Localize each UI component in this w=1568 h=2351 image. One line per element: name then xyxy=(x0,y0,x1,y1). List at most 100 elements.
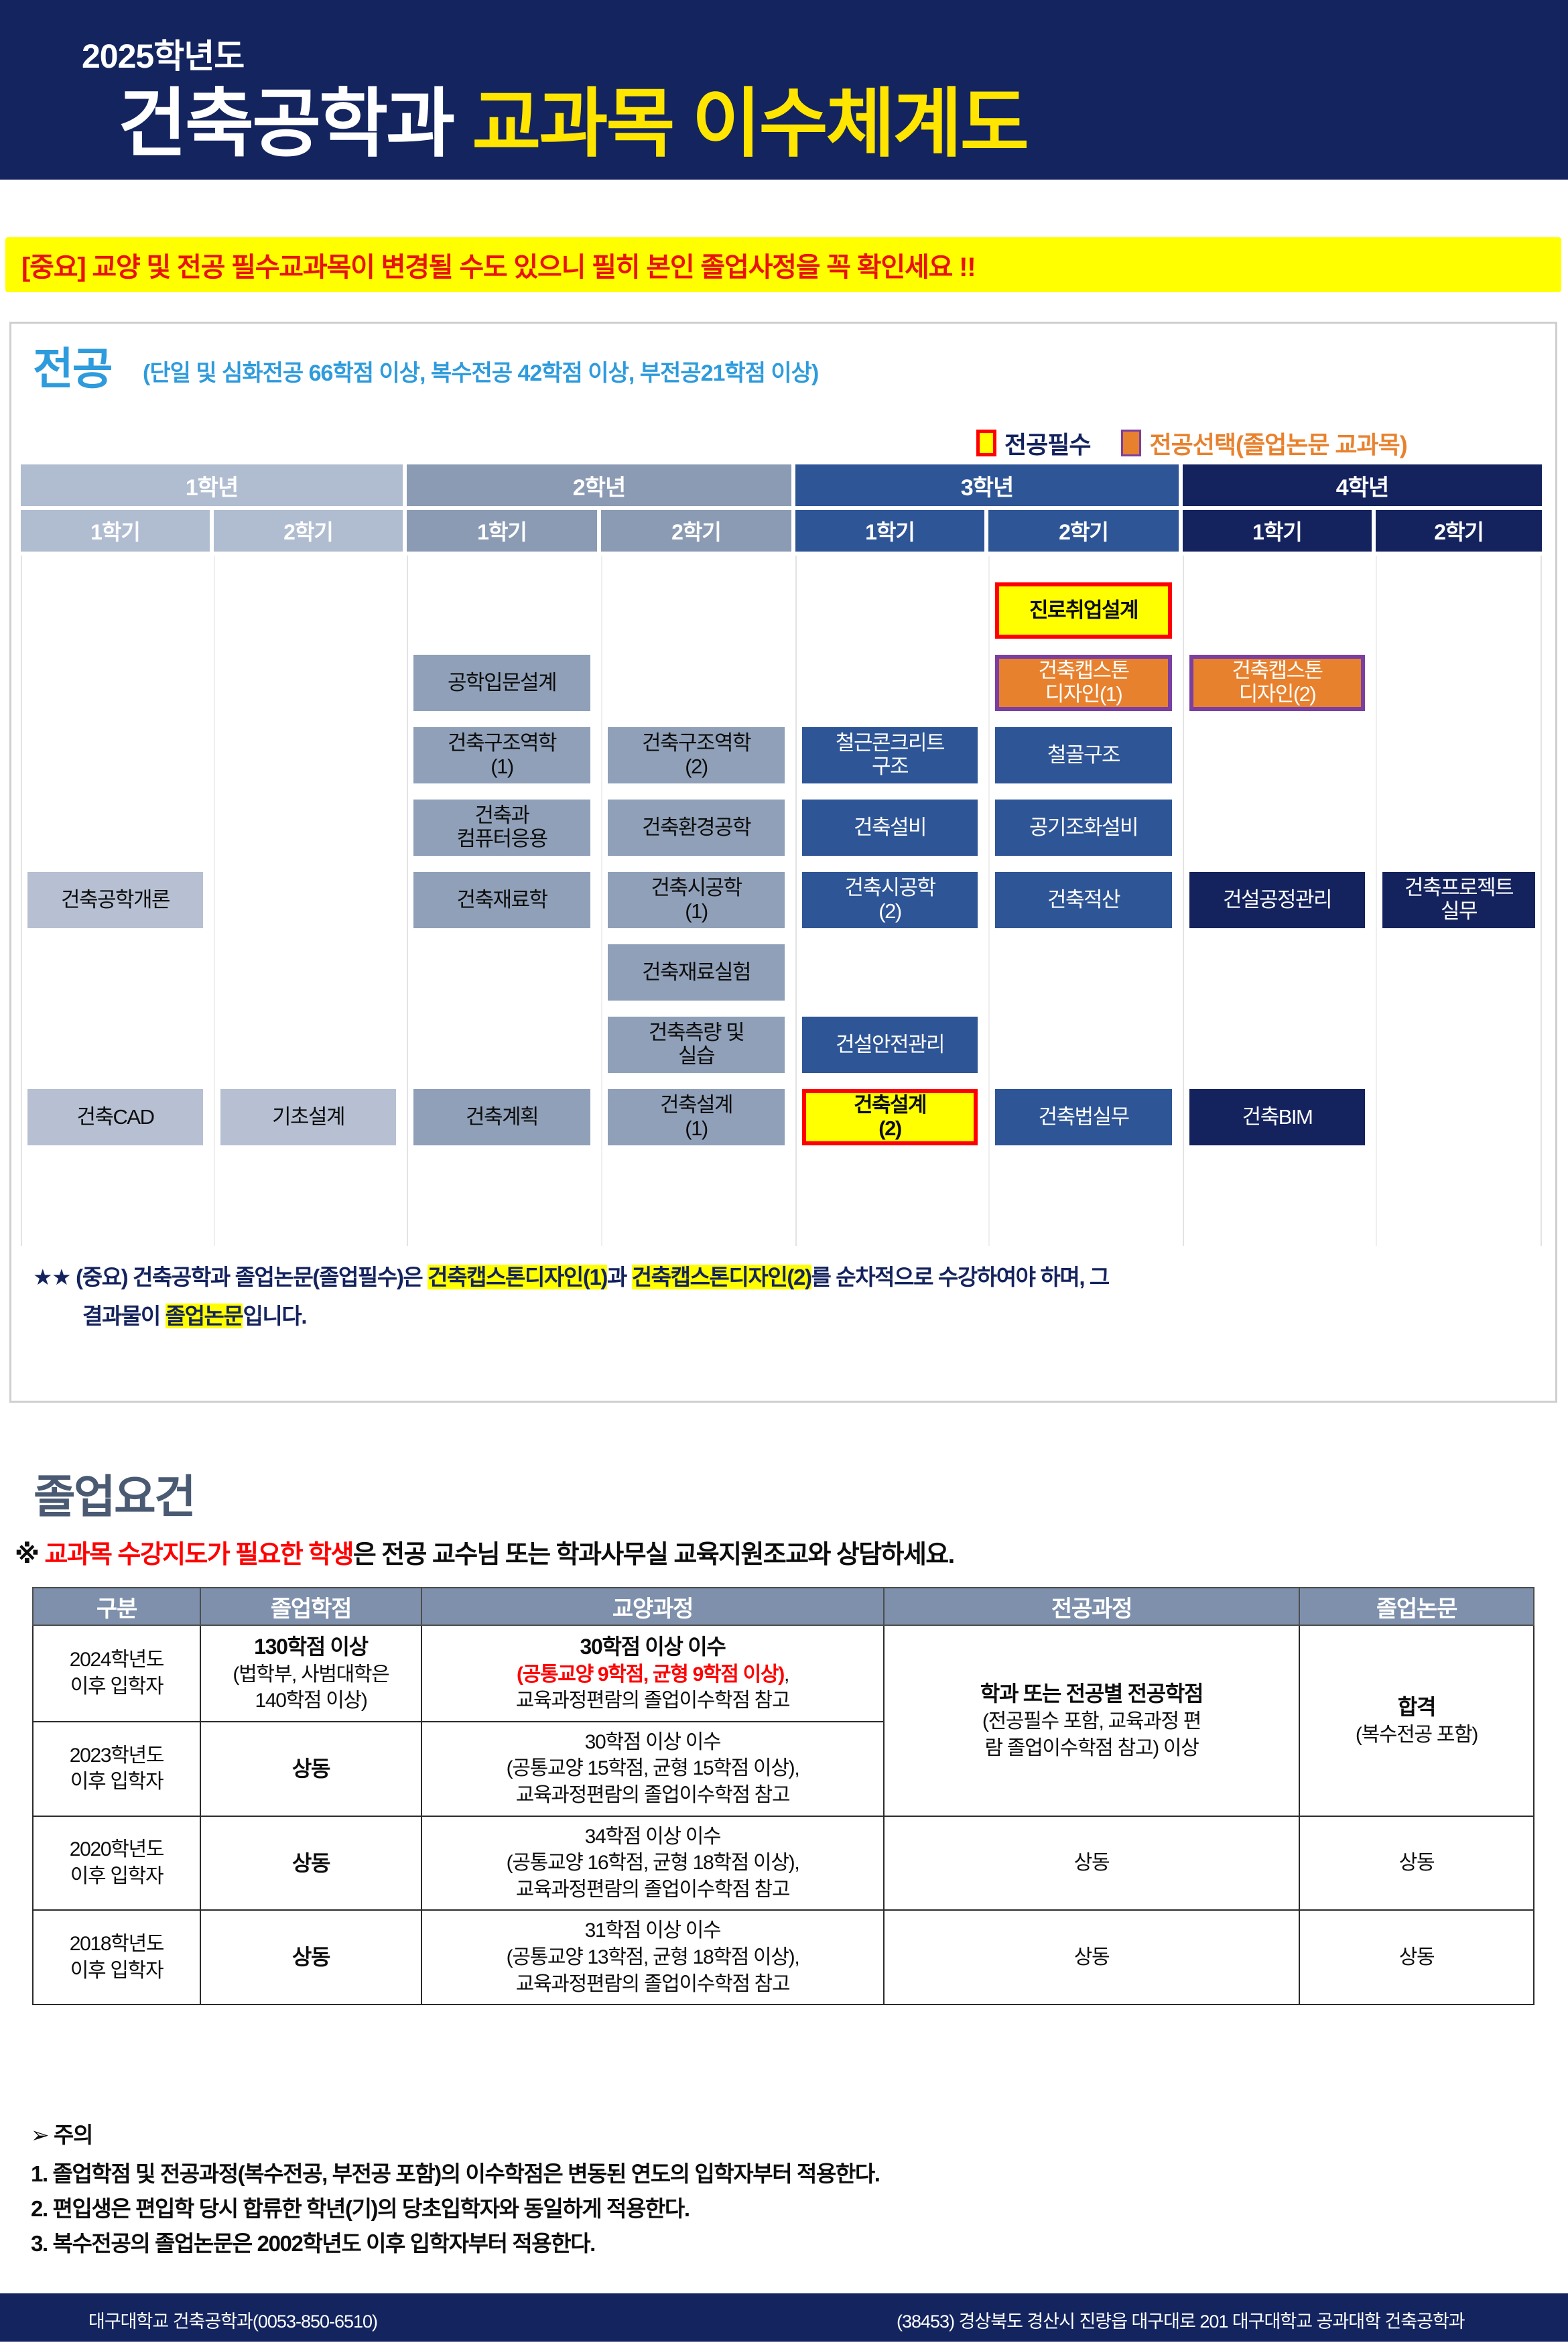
course-box[interactable]: 건설공정관리 xyxy=(1189,872,1365,928)
semester-header-1[interactable]: 1학기 xyxy=(21,510,210,552)
course-box[interactable]: 건축구조역학 (1) xyxy=(413,727,590,783)
course-box[interactable]: 건축캡스톤 디자인(2) xyxy=(1189,655,1365,711)
legend-required-label: 전공필수 xyxy=(1004,431,1091,458)
advisory-rest-text: 은 전공 교수님 또는 학과사무실 교육지원조교와 상담하세요. xyxy=(352,1541,955,1569)
graduation-section-heading: 졸업요건 xyxy=(34,1472,196,1523)
course-box[interactable]: 공기조화설비 xyxy=(995,800,1172,856)
academic-year-label: 2025학년도 xyxy=(82,38,245,75)
semester-header-8[interactable]: 2학기 xyxy=(1376,510,1542,552)
legend-item-elective: 전공선택(졸업논문 교과목) xyxy=(1121,426,1408,460)
liberal-red-detail: (공통교양 9학점, 균형 9학점 이상) xyxy=(517,1663,785,1686)
grid-subdivider-0 xyxy=(214,556,215,1246)
note-part-3: 를 순차적으로 수강하여야 하며, 그 xyxy=(811,1265,1110,1289)
grid-divider-2 xyxy=(795,556,797,1246)
cell-total-credits: 상동 xyxy=(200,1815,422,1911)
table-column-header-2: 졸업학점 xyxy=(200,1587,422,1626)
year-header-1: 1학년 xyxy=(21,464,403,506)
course-box[interactable]: 건축공학개론 xyxy=(27,872,203,928)
advisory-prefix: ※ xyxy=(15,1541,45,1569)
table-row: 2024학년도 이후 입학자 130학점 이상 (법학부, 사범대학은 140학점 이상… xyxy=(32,1625,1534,1817)
year-header-2: 2학년 xyxy=(407,464,791,506)
cell-thesis: 상동 xyxy=(1299,1815,1534,1911)
course-box[interactable]: 건축설비 xyxy=(802,800,978,856)
cell-major-course: 상동 xyxy=(883,1909,1300,2006)
note-part-2: 과 xyxy=(606,1265,632,1289)
footer-address: (38453) 경상북도 경산시 진량읍 대구대로 201 대구대학교 공과대학… xyxy=(897,2311,1465,2332)
cell-category: 2020학년도 이후 입학자 xyxy=(32,1815,201,1911)
cell-liberal-arts: 30학점 이상 이수 (공통교양 9학점, 균형 9학점 이상), 교육과정편람의 … xyxy=(421,1625,885,1722)
table-body: 2024학년도 이후 입학자 130학점 이상 (법학부, 사범대학은 140학점 이상… xyxy=(32,1625,1534,2006)
course-box[interactable]: 건축시공학 (1) xyxy=(608,872,785,928)
course-box[interactable]: 건축시공학 (2) xyxy=(802,872,978,928)
caution-item-2: 2. 편입생은 편입학 당시 합류한 학년(기)의 당초입학자와 동일하게 적용… xyxy=(31,2196,690,2222)
note-line-2: 결과물이 졸업논문입니다. xyxy=(82,1297,1527,1336)
grid-divider-4 xyxy=(1541,556,1542,1246)
course-box[interactable]: 진로취업설계 xyxy=(995,582,1172,639)
course-box[interactable]: 건축환경공학 xyxy=(608,800,785,856)
semester-header-3[interactable]: 1학기 xyxy=(407,510,597,552)
cell-liberal-arts: 30학점 이상 이수 (공통교양 15학점, 균형 15학점 이상), 교육과정편람… xyxy=(421,1720,885,1817)
course-box[interactable]: 건축적산 xyxy=(995,872,1172,928)
table-column-header-4: 전공과정 xyxy=(883,1587,1300,1626)
year-header-3: 3학년 xyxy=(795,464,1179,506)
course-box[interactable]: 철근콘크리트 구조 xyxy=(802,727,978,783)
course-box[interactable]: 건축재료실험 xyxy=(608,944,785,1001)
course-box[interactable]: 건축BIM xyxy=(1189,1089,1365,1145)
caution-notes: ➢ 주의 1. 졸업학점 및 전공과정(복수전공, 부전공 포함)의 이수학점은 … xyxy=(31,2118,1539,2262)
course-box[interactable]: 건축구조역학 (2) xyxy=(608,727,785,783)
advisory-red-text: 교과목 수강지도가 필요한 학생 xyxy=(44,1541,354,1569)
note-highlight-thesis: 졸업논문 xyxy=(165,1303,244,1328)
semester-header-7[interactable]: 1학기 xyxy=(1183,510,1372,552)
course-box[interactable]: 건축법실무 xyxy=(995,1089,1172,1145)
required-swatch-icon xyxy=(976,430,996,456)
page-header-banner: 2025학년도 건축공학과 교과목 이수체계도 xyxy=(0,0,1568,180)
year-header-row: 1학년 2학년 3학년 4학년 xyxy=(21,464,1542,506)
table-column-header-1: 구분 xyxy=(32,1587,201,1626)
footer-contact: 대구대학교 건축공학과(0053-850-6510) xyxy=(88,2311,378,2332)
semester-header-2[interactable]: 2학기 xyxy=(214,510,403,552)
semester-header-4[interactable]: 2학기 xyxy=(601,510,791,552)
cell-category: 2023학년도 이후 입학자 xyxy=(32,1720,201,1817)
course-box[interactable]: 건축설계 (1) xyxy=(608,1089,785,1145)
elective-swatch-icon xyxy=(1121,430,1142,456)
table-header-row: 구분 졸업학점 교양과정 전공과정 졸업논문 xyxy=(32,1587,1534,1626)
cell-category: 2018학년도 이후 입학자 xyxy=(32,1909,201,2006)
course-box[interactable]: 건축계획 xyxy=(413,1089,590,1145)
caution-item-3: 3. 복수전공의 졸업논문은 2002학년도 이후 입학자부터 적용한다. xyxy=(31,2231,596,2257)
caution-heading: ➢ 주의 xyxy=(31,2122,93,2147)
legend: 전공필수 전공선택(졸업논문 교과목) xyxy=(976,426,1408,460)
course-box[interactable]: 건설안전관리 xyxy=(802,1017,978,1073)
course-box[interactable]: 건축캡스톤 디자인(1) xyxy=(995,655,1172,711)
grid-subdivider-3 xyxy=(1376,556,1377,1246)
course-box[interactable]: 건축과 컴퓨터응용 xyxy=(413,800,590,856)
grid-subdivider-1 xyxy=(601,556,602,1246)
table-column-header-5: 졸업논문 xyxy=(1299,1587,1534,1626)
course-box[interactable]: 건축프로젝트 실무 xyxy=(1382,872,1535,928)
semester-header-6[interactable]: 2학기 xyxy=(988,510,1179,552)
note-part-1: ★★ (중요) 건축공학과 졸업논문(졸업필수)은 xyxy=(33,1265,428,1289)
semester-header-5[interactable]: 1학기 xyxy=(795,510,984,552)
note-part-4: 결과물이 xyxy=(82,1303,166,1328)
course-box[interactable]: 건축설계 (2) xyxy=(802,1089,978,1145)
page-footer: 대구대학교 건축공학과(0053-850-6510) (38453) 경상북도 … xyxy=(0,2293,1568,2342)
cell-total-credits: 상동 xyxy=(200,1909,422,2006)
graduation-requirements-table: 구분 졸업학점 교양과정 전공과정 졸업논문 2024학년도 이후 입학자 130학점 이상… xyxy=(32,1587,1534,2006)
table-row: 2018학년도 이후 입학자 상동 31학점 이상 이수 (공통교양 13학점, 균형 … xyxy=(32,1909,1534,2006)
cell-total-credits: 130학점 이상 (법학부, 사범대학은 140학점 이상) xyxy=(200,1625,422,1722)
course-box[interactable]: 건축측량 및 실습 xyxy=(608,1017,785,1073)
page-title-department: 건축공학과 xyxy=(118,82,455,166)
course-box[interactable]: 건축CAD xyxy=(27,1089,203,1145)
table-row: 2023학년도 이후 입학자 상동 30학점 이상 이수 (공통교양 15학점, 균형 … xyxy=(32,1720,1534,1817)
course-box[interactable]: 공학입문설계 xyxy=(413,655,590,711)
note-part-5: 입니다. xyxy=(243,1303,307,1328)
major-curriculum-panel: 전공 (단일 및 심화전공 66학점 이상, 복수전공 42학점 이상, 부전공… xyxy=(9,322,1557,1403)
cell-major-course: 상동 xyxy=(883,1815,1300,1911)
course-box[interactable]: 건축재료학 xyxy=(413,872,590,928)
note-highlight-capstone2: 건축캡스톤디자인(2) xyxy=(631,1265,812,1289)
important-warning-banner: [중요] 교양 및 전공 필수교과목이 변경될 수도 있으니 필히 본인 졸업사… xyxy=(5,237,1561,292)
course-box[interactable]: 철골구조 xyxy=(995,727,1172,783)
legend-elective-label: 전공선택(졸업논문 교과목) xyxy=(1149,431,1407,458)
course-box[interactable]: 기초설계 xyxy=(220,1089,396,1145)
